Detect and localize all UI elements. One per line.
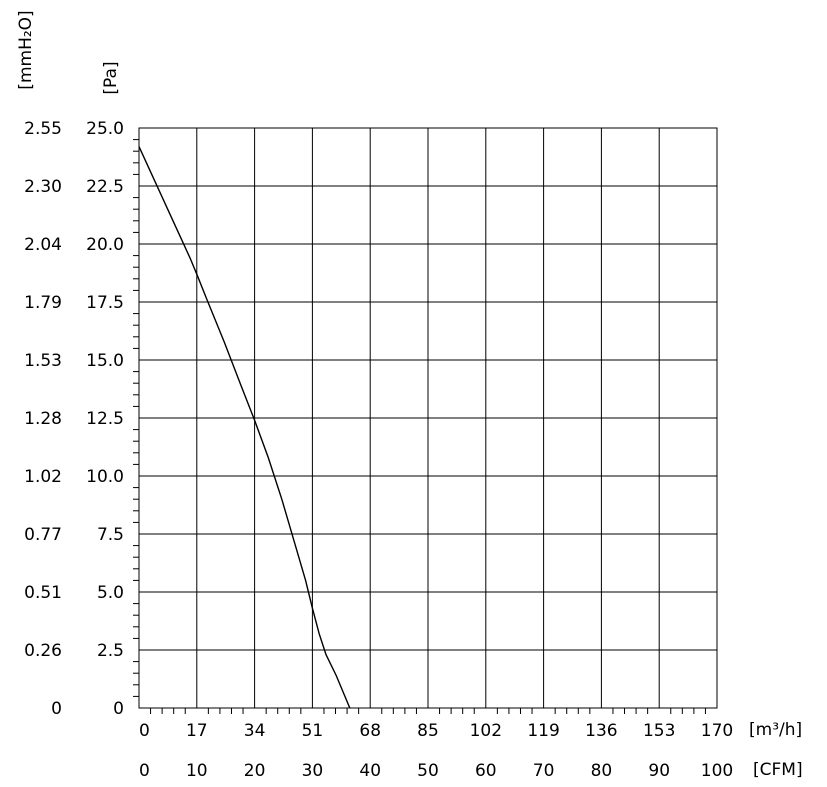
y-tick-label-pa: 2.5 xyxy=(97,641,124,661)
x-axis-m3h-unit: [m³/h] xyxy=(749,720,802,740)
y-tick-label-pa: 17.5 xyxy=(86,293,124,313)
x-tick-label-m3h: 170 xyxy=(701,721,733,741)
grid xyxy=(139,128,717,708)
x-tick-label-cfm: 70 xyxy=(533,761,555,781)
y-tick-label-pa: 22.5 xyxy=(86,177,124,197)
x-tick-label-cfm: 50 xyxy=(417,761,439,781)
x-tick-label-m3h: 119 xyxy=(527,721,559,741)
x-tick-label-m3h: 136 xyxy=(585,721,617,741)
y-tick-label-pa: 0 xyxy=(113,699,124,719)
y-tick-label-mmh2o: 1.53 xyxy=(24,351,62,371)
y-tick-label-pa: 25.0 xyxy=(86,119,124,139)
x-tick-label-m3h: 68 xyxy=(359,721,381,741)
series-line xyxy=(138,146,351,709)
y-tick-label-mmh2o: 2.55 xyxy=(24,119,62,139)
x-tick-label-cfm: 100 xyxy=(701,761,733,781)
y-tick-label-mmh2o: 0.26 xyxy=(24,641,62,661)
x-tick-label-cfm: 0 xyxy=(139,761,150,781)
y-tick-label-pa: 10.0 xyxy=(86,467,124,487)
minor-ticks xyxy=(133,139,706,714)
y-tick-label-mmh2o: 0 xyxy=(51,699,62,719)
x-tick-label-cfm: 30 xyxy=(302,761,324,781)
y-tick-label-mmh2o: 0.51 xyxy=(24,583,62,603)
y-tick-label-pa: 12.5 xyxy=(86,409,124,429)
x-tick-label-cfm: 80 xyxy=(591,761,613,781)
x-tick-label-cfm: 20 xyxy=(244,761,266,781)
x-tick-label-cfm: 10 xyxy=(186,761,208,781)
x-axis-cfm-unit: [CFM] xyxy=(753,760,803,780)
x-tick-label-m3h: 17 xyxy=(186,721,208,741)
y-tick-label-mmh2o: 1.28 xyxy=(24,409,62,429)
y-tick-label-pa: 7.5 xyxy=(97,525,124,545)
y-tick-label-mmh2o: 0.77 xyxy=(24,525,62,545)
plot-frame xyxy=(138,127,718,709)
x-tick-label-m3h: 85 xyxy=(417,721,439,741)
x-tick-label-cfm: 40 xyxy=(359,761,381,781)
y-axis-mmh2o-unit: [mmH₂O] xyxy=(16,10,36,89)
x-axis-m3h-labels: 0 17 34 51 68 85 102 119 136 153 170 xyxy=(139,721,733,741)
y-axis-pa-unit: [Pa] xyxy=(101,61,121,94)
y-tick-label-mmh2o: 1.79 xyxy=(24,293,62,313)
x-tick-label-cfm: 60 xyxy=(475,761,497,781)
y-axis-pa-labels: 0 2.5 5.0 7.5 10.0 12.5 15.0 17.5 20.0 22.5 25.0 xyxy=(86,119,124,719)
x-tick-label-m3h: 0 xyxy=(139,721,150,741)
x-tick-label-cfm: 90 xyxy=(648,761,670,781)
y-tick-label-pa: 20.0 xyxy=(86,235,124,255)
y-tick-label-pa: 15.0 xyxy=(86,351,124,371)
y-tick-label-mmh2o: 1.02 xyxy=(24,467,62,487)
x-tick-label-m3h: 51 xyxy=(302,721,324,741)
y-tick-label-pa: 5.0 xyxy=(97,583,124,603)
x-tick-label-m3h: 153 xyxy=(643,721,675,741)
y-axis-mmh2o-labels: 0 0.26 0.51 0.77 1.02 1.28 1.53 1.79 2.04 2.30 2.5… xyxy=(24,119,62,719)
x-tick-label-m3h: 102 xyxy=(470,721,502,741)
y-tick-label-mmh2o: 2.30 xyxy=(24,177,62,197)
x-tick-label-m3h: 34 xyxy=(244,721,266,741)
y-tick-label-mmh2o: 2.04 xyxy=(24,235,62,255)
x-axis-cfm-labels: 0 10 20 30 40 50 60 70 80 90 100 xyxy=(139,761,733,781)
